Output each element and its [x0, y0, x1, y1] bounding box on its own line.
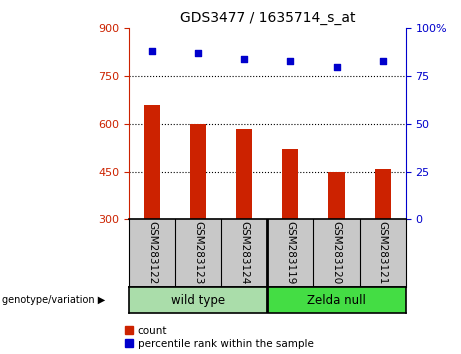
- Bar: [144, 105, 160, 219]
- Bar: [374, 169, 390, 219]
- Bar: [328, 172, 345, 219]
- Text: GSM283123: GSM283123: [193, 222, 203, 285]
- Text: wild type: wild type: [171, 293, 225, 307]
- Bar: [282, 149, 299, 219]
- Bar: [236, 129, 253, 219]
- Bar: [190, 124, 207, 219]
- Point: [379, 58, 386, 64]
- Text: GSM283122: GSM283122: [147, 222, 157, 285]
- Point: [241, 56, 248, 62]
- Text: Zelda null: Zelda null: [307, 293, 366, 307]
- Text: GSM283119: GSM283119: [285, 222, 296, 285]
- Text: genotype/variation ▶: genotype/variation ▶: [2, 295, 106, 305]
- Text: GSM283120: GSM283120: [331, 222, 342, 285]
- Point: [333, 64, 340, 69]
- Legend: count, percentile rank within the sample: count, percentile rank within the sample: [125, 326, 313, 349]
- Point: [148, 48, 156, 54]
- Bar: [129, 287, 267, 313]
- Text: GSM283124: GSM283124: [239, 222, 249, 285]
- Title: GDS3477 / 1635714_s_at: GDS3477 / 1635714_s_at: [180, 11, 355, 24]
- Text: GSM283121: GSM283121: [378, 222, 388, 285]
- Bar: [267, 287, 406, 313]
- Point: [195, 50, 202, 56]
- Point: [287, 58, 294, 64]
